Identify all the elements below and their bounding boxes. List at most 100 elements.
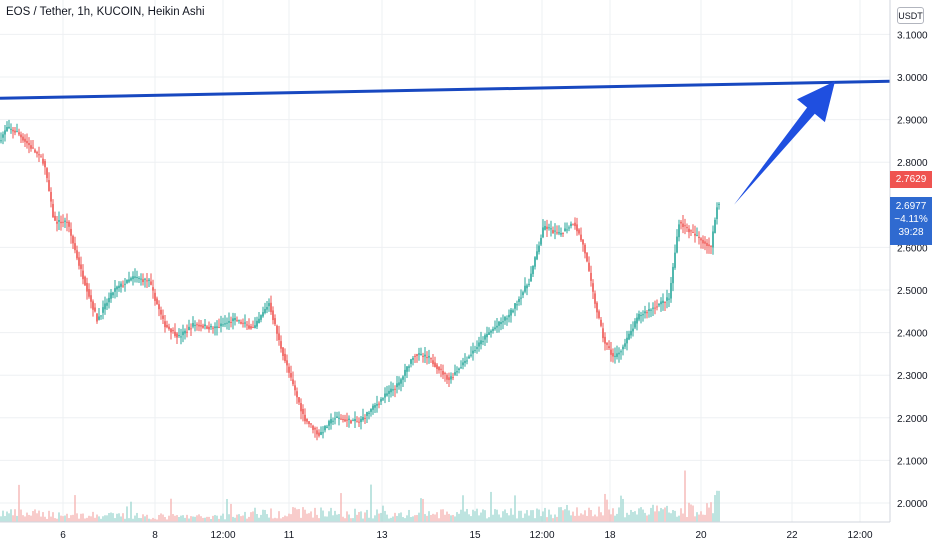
volume-bar (112, 513, 114, 522)
volume-bar (624, 517, 626, 522)
volume-bar (544, 507, 546, 522)
candle-body (428, 355, 430, 358)
candle-body (576, 224, 578, 232)
candle-body (12, 129, 14, 132)
candle-body (618, 352, 620, 355)
volume-bar (190, 516, 192, 522)
volume-bar (180, 515, 182, 522)
volume-bar (142, 514, 144, 522)
volume-bar (6, 511, 8, 522)
trendline[interactable] (0, 79, 891, 100)
volume-bar (440, 509, 442, 522)
volume-bar (568, 510, 570, 522)
candle-body (438, 366, 440, 371)
grid-lines (0, 0, 890, 522)
candle-body (502, 321, 504, 323)
candle-body (432, 360, 434, 365)
volume-bar (64, 515, 66, 522)
candle-body (450, 376, 452, 380)
volume-bar (430, 514, 432, 522)
volume-bar (396, 515, 398, 522)
volume-bar (426, 515, 428, 522)
volume-bar (682, 513, 684, 522)
candle-body (320, 431, 322, 435)
candle-body (28, 143, 30, 146)
candle-body (14, 130, 16, 133)
candle-body (666, 297, 668, 301)
candle-body (410, 359, 412, 364)
candle-body (400, 379, 402, 384)
candle-body (642, 314, 644, 316)
volume-bar (196, 515, 198, 522)
volume-bar (684, 470, 686, 522)
volume-bar (28, 514, 30, 522)
candle-body (280, 341, 282, 349)
volume-bar (254, 507, 256, 522)
volume-bar (158, 514, 160, 522)
volume-bar (668, 512, 670, 522)
candle-body (56, 221, 58, 224)
candle-body (102, 307, 104, 313)
volume-bar (442, 509, 444, 522)
change-percent: −4.11% (894, 214, 928, 225)
volume-bar (630, 509, 632, 522)
currency-unit-button[interactable]: USDT (897, 7, 924, 24)
y-tick-label: 2.6000 (897, 243, 928, 254)
candle-body (226, 322, 228, 324)
candle-body (396, 383, 398, 388)
candle-body (418, 353, 420, 355)
volume-bar (698, 514, 700, 522)
volume-bar (710, 502, 712, 522)
candle-body (534, 257, 536, 267)
candle-body (488, 332, 490, 335)
candle-body (616, 353, 618, 357)
candle-body (326, 426, 328, 429)
candle-body (682, 223, 684, 228)
candle-body (8, 126, 10, 129)
volume-bar (352, 518, 354, 522)
candle-body (16, 131, 18, 133)
volume-bar (328, 511, 330, 522)
candle-body (124, 283, 126, 285)
volume-bar (578, 515, 580, 522)
volume-bar (650, 507, 652, 522)
candle-body (664, 301, 666, 303)
candle-body (126, 279, 128, 283)
volume-bar (438, 518, 440, 522)
candle-body (156, 298, 158, 305)
volume-bar (110, 512, 112, 522)
candle-body (694, 233, 696, 236)
volume-bar (200, 516, 202, 522)
volume-bar (160, 513, 162, 522)
candle-body (298, 397, 300, 403)
candle-body (402, 376, 404, 380)
target-arrow[interactable] (734, 81, 835, 205)
y-tick-label: 3.1000 (897, 30, 928, 41)
volume-bar (92, 511, 94, 522)
candle-body (248, 325, 250, 329)
volume-bar (566, 504, 568, 522)
candle-body (350, 420, 352, 424)
volume-bar (548, 509, 550, 522)
volume-bar (598, 506, 600, 522)
candle-body (358, 421, 360, 423)
volume-bar (34, 509, 36, 522)
volume-bar (408, 509, 410, 522)
volume-bar (490, 491, 492, 522)
y-tick-label: 2.2000 (897, 414, 928, 425)
volume-bar (344, 518, 346, 522)
candle-body (276, 325, 278, 334)
volume-bar (390, 517, 392, 522)
volume-bar (236, 514, 238, 522)
candle-body (692, 232, 694, 234)
volume-bar (516, 518, 518, 522)
volume-bar (134, 515, 136, 522)
volume-bar (184, 517, 186, 522)
volume-bar (342, 516, 344, 522)
candle-body (486, 333, 488, 338)
volume-bar (154, 518, 156, 522)
volume-bar (530, 510, 532, 522)
candle-body (222, 324, 224, 326)
